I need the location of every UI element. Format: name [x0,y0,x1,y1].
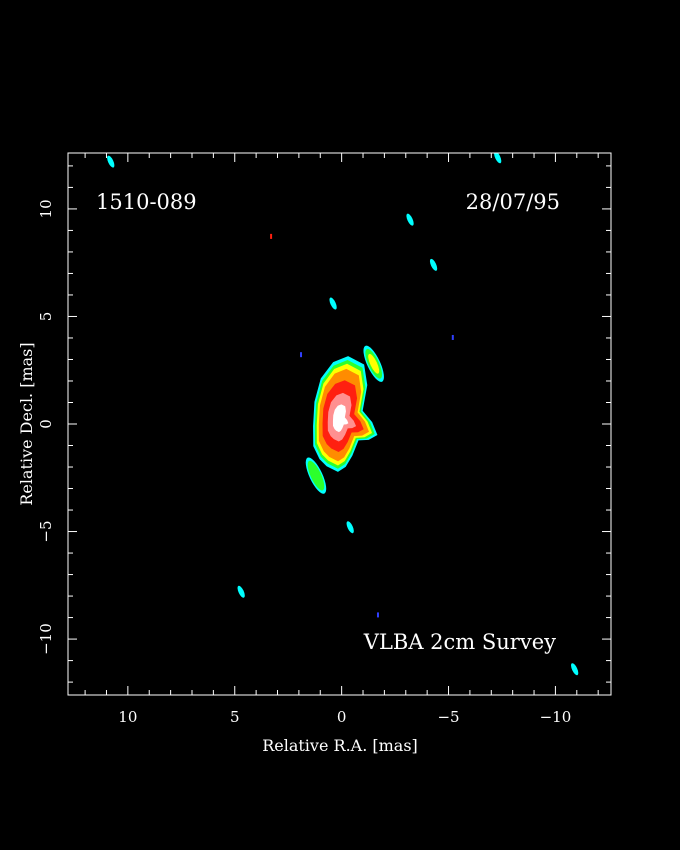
jet-component [571,663,579,676]
contour-cyan [429,258,438,271]
jet-component [329,297,337,310]
jet-component [494,153,502,164]
jet-component [346,521,354,534]
contour-yellow [368,353,380,374]
contour-cyan [237,585,245,598]
x-tick-label: 0 [337,708,347,726]
contour-cyan [406,213,414,226]
survey-label: VLBA 2cm Survey [363,630,556,654]
x-tick-labels: 10 5 0 −5 −10 [118,708,571,726]
contour-cyan [107,155,115,168]
jet-component [376,612,379,618]
y-axis-title: Relative Decl. [mas] [17,342,36,505]
faint-component [376,612,379,618]
faint-component [300,352,303,358]
y-tick-labels: 10 5 0 −5 −10 [37,199,55,655]
x-tick-label: −5 [437,708,459,726]
source-name-label: 1510-089 [96,190,197,214]
contour-cyan [346,521,354,534]
y-tick-label: 0 [37,419,55,429]
core-component [313,356,378,472]
plot-frame [67,152,612,696]
faint-component [270,233,273,239]
faint-component [451,334,454,340]
x-axis-title: Relative R.A. [mas] [262,736,418,755]
x-tick-label: 10 [118,708,137,726]
contour-cyan [571,663,579,676]
y-tick-label: −10 [37,623,55,655]
y-tick-label: 5 [37,312,55,322]
jet-component [300,352,303,358]
contour-green [307,460,325,491]
observation-date-label: 28/07/95 [466,190,560,214]
axis-ticks [68,153,611,695]
emission-layer [107,153,579,676]
x-tick-label: 5 [230,708,240,726]
contour-cyan [329,297,337,310]
jet-component [305,457,327,494]
jet-component [451,334,454,340]
jet-component [363,345,384,382]
x-tick-label: −10 [540,708,572,726]
jet-component [270,233,273,239]
jet-component [107,155,115,168]
jet-component [429,258,438,271]
core-contour-level-7 [332,404,349,433]
y-tick-label: 10 [37,199,55,218]
jet-component [406,213,414,226]
y-tick-label: −5 [37,520,55,542]
jet-component [237,585,245,598]
contour-cyan [494,153,502,164]
